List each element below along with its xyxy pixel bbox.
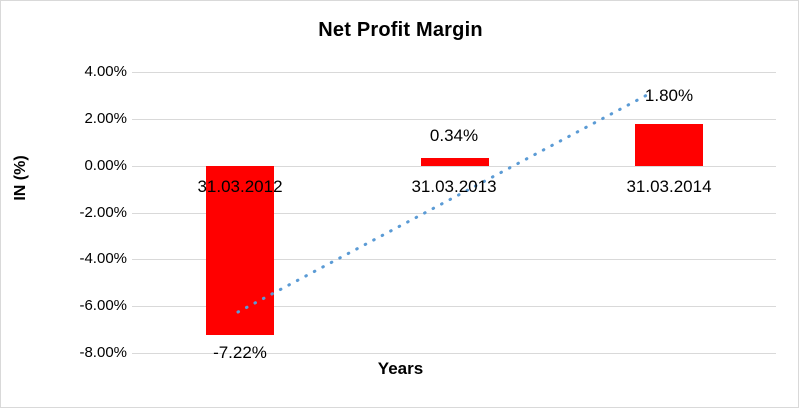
gridline [132,353,776,354]
x-axis-title: Years [377,359,424,378]
x-tick-label-31-03-2014: 31.03.2014 [626,177,712,196]
y-tick-label: -2.00% [79,204,127,221]
data-label-31-03-2014: 1.80% [644,86,694,105]
y-tick-label: -6.00% [79,297,127,314]
data-label-31-03-2012: -7.22% [213,343,267,362]
y-tick-label: -4.00% [79,250,127,267]
gridline [132,119,776,120]
y-tick-label: 2.00% [84,110,127,127]
bar-31-03-2013[interactable] [421,158,489,166]
y-axis-tick-labels: 4.00% 2.00% 0.00% -2.00% -4.00% -6.00% -… [1,1,127,407]
x-tick-label-31-03-2013: 31.03.2013 [411,177,497,196]
chart-title: Net Profit Margin [318,19,483,41]
plot-area [132,72,776,354]
gridline [132,72,776,73]
x-tick-label-31-03-2012: 31.03.2012 [197,177,283,196]
y-tick-label: 0.00% [84,157,127,174]
data-label-31-03-2013: 0.34% [429,126,479,145]
y-tick-label: 4.00% [84,63,127,80]
y-tick-label: -8.00% [79,344,127,361]
y-axis-title: IN (%) [12,155,29,201]
bar-31-03-2014[interactable] [635,124,703,166]
